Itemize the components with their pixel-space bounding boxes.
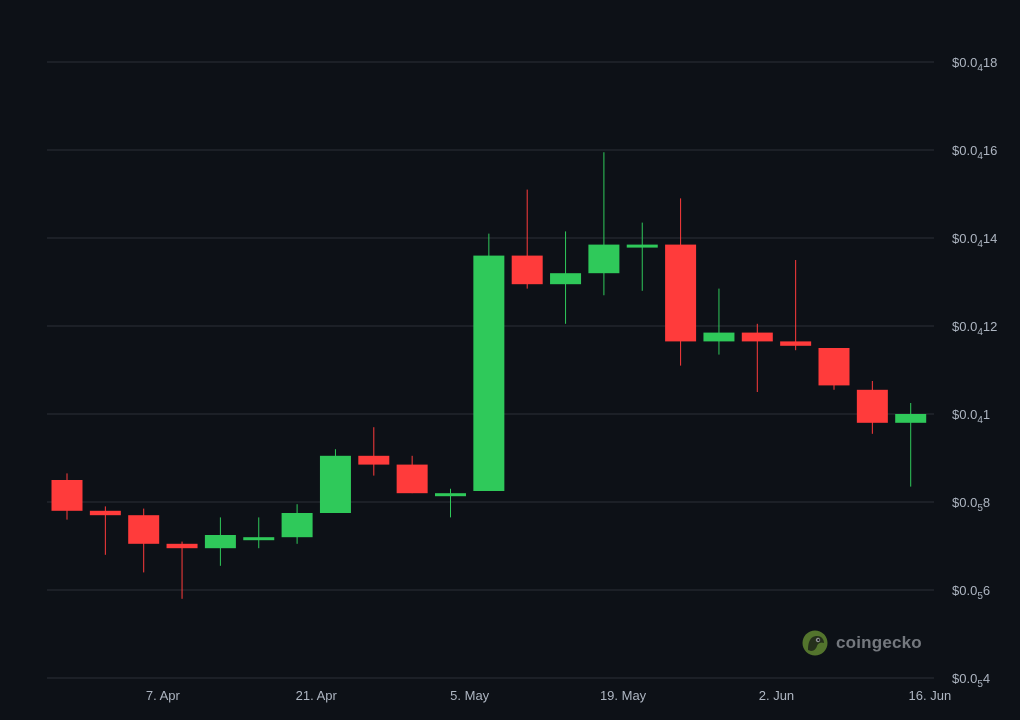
- gecko-logo-icon: [802, 630, 828, 656]
- y-tick-prefix: $0.0: [952, 495, 977, 510]
- candle-body: [319, 455, 351, 513]
- candle-down: [741, 323, 773, 392]
- x-tick-label: 19. May: [600, 688, 647, 703]
- candles: [51, 152, 927, 599]
- y-tick-zeros: 5: [977, 679, 983, 690]
- candle-up: [319, 449, 351, 513]
- candle-up: [626, 222, 658, 291]
- candle-body: [166, 543, 198, 549]
- y-tick-zeros: 4: [977, 63, 983, 74]
- y-tick-label: $0.058: [952, 495, 990, 514]
- candle-body: [588, 244, 620, 274]
- candle-body: [435, 493, 466, 497]
- y-tick-prefix: $0.0: [952, 55, 977, 70]
- candle-body: [396, 464, 428, 494]
- y-tick-prefix: $0.0: [952, 671, 977, 686]
- y-tick-label: $0.054: [952, 671, 990, 690]
- candle-up: [550, 231, 582, 324]
- candle-down: [358, 427, 390, 476]
- y-tick-digits: 18: [983, 55, 997, 70]
- x-tick-label: 2. Jun: [759, 688, 794, 703]
- y-tick-zeros: 4: [977, 151, 983, 162]
- candle-down: [128, 508, 160, 573]
- candle-down: [856, 381, 888, 434]
- candle-up: [895, 403, 927, 487]
- candle-up: [588, 152, 620, 296]
- watermark: coingecko: [802, 630, 922, 656]
- y-tick-label: $0.056: [952, 583, 990, 602]
- candle-up: [243, 517, 275, 549]
- candle-body: [358, 455, 390, 465]
- y-tick-prefix: $0.0: [952, 319, 977, 334]
- y-tick-zeros: 5: [977, 591, 983, 602]
- y-tick-digits: 14: [983, 231, 997, 246]
- candle-body: [51, 480, 83, 511]
- y-tick-label: $0.0416: [952, 143, 997, 162]
- y-tick-zeros: 4: [977, 239, 983, 250]
- y-axis-labels: $0.0418$0.0416$0.0414$0.0412$0.041$0.058…: [952, 55, 997, 690]
- candle-body: [89, 510, 121, 516]
- x-axis-labels: 7. Apr 21. Apr 5. May 19. May 2. Jun 16. Jun: [146, 688, 951, 703]
- candle-body: [856, 389, 888, 423]
- candle-up: [435, 488, 466, 518]
- candle-body: [665, 244, 697, 342]
- y-tick-prefix: $0.0: [952, 231, 977, 246]
- candle-up: [473, 233, 505, 491]
- candle-down: [51, 473, 83, 520]
- y-tick-prefix: $0.0: [952, 583, 977, 598]
- candle-body: [895, 414, 927, 423]
- candle-body: [550, 273, 582, 285]
- y-tick-digits: 6: [983, 583, 990, 598]
- y-tick-label: $0.0414: [952, 231, 997, 250]
- candle-body: [741, 332, 773, 342]
- y-tick-digits: 16: [983, 143, 997, 158]
- y-tick-digits: 12: [983, 319, 997, 334]
- candle-down: [396, 455, 428, 494]
- x-tick-label: 5. May: [450, 688, 490, 703]
- candle-body: [473, 255, 505, 491]
- candle-up: [204, 517, 236, 566]
- y-tick-prefix: $0.0: [952, 143, 977, 158]
- candle-up: [281, 504, 313, 544]
- candle-body: [281, 513, 313, 538]
- candle-body: [626, 244, 658, 248]
- candle-down: [780, 260, 812, 351]
- y-tick-zeros: 5: [977, 503, 983, 514]
- y-tick-zeros: 4: [977, 327, 983, 338]
- watermark-text: coingecko: [836, 633, 922, 652]
- x-tick-label: 21. Apr: [296, 688, 338, 703]
- x-tick-label: 7. Apr: [146, 688, 181, 703]
- y-tick-zeros: 4: [977, 415, 983, 426]
- candle-up: [703, 288, 735, 355]
- candle-down: [665, 198, 697, 366]
- candle-down: [166, 541, 198, 599]
- candle-down: [511, 189, 543, 289]
- y-tick-label: $0.041: [952, 407, 990, 426]
- x-tick-label: 16. Jun: [909, 688, 952, 703]
- candle-body: [703, 332, 735, 342]
- candle-body: [204, 535, 236, 549]
- candle-body: [243, 537, 275, 541]
- candle-body: [128, 515, 160, 544]
- candle-body: [511, 255, 543, 285]
- y-tick-prefix: $0.0: [952, 407, 977, 422]
- y-tick-digits: 4: [983, 671, 990, 686]
- y-tick-label: $0.0412: [952, 319, 997, 338]
- candle-down: [818, 348, 850, 390]
- candle-body: [818, 348, 850, 386]
- y-tick-digits: 8: [983, 495, 990, 510]
- candle-down: [89, 506, 121, 555]
- y-tick-digits: 1: [983, 407, 990, 422]
- candle-body: [780, 341, 812, 346]
- y-tick-label: $0.0418: [952, 55, 997, 74]
